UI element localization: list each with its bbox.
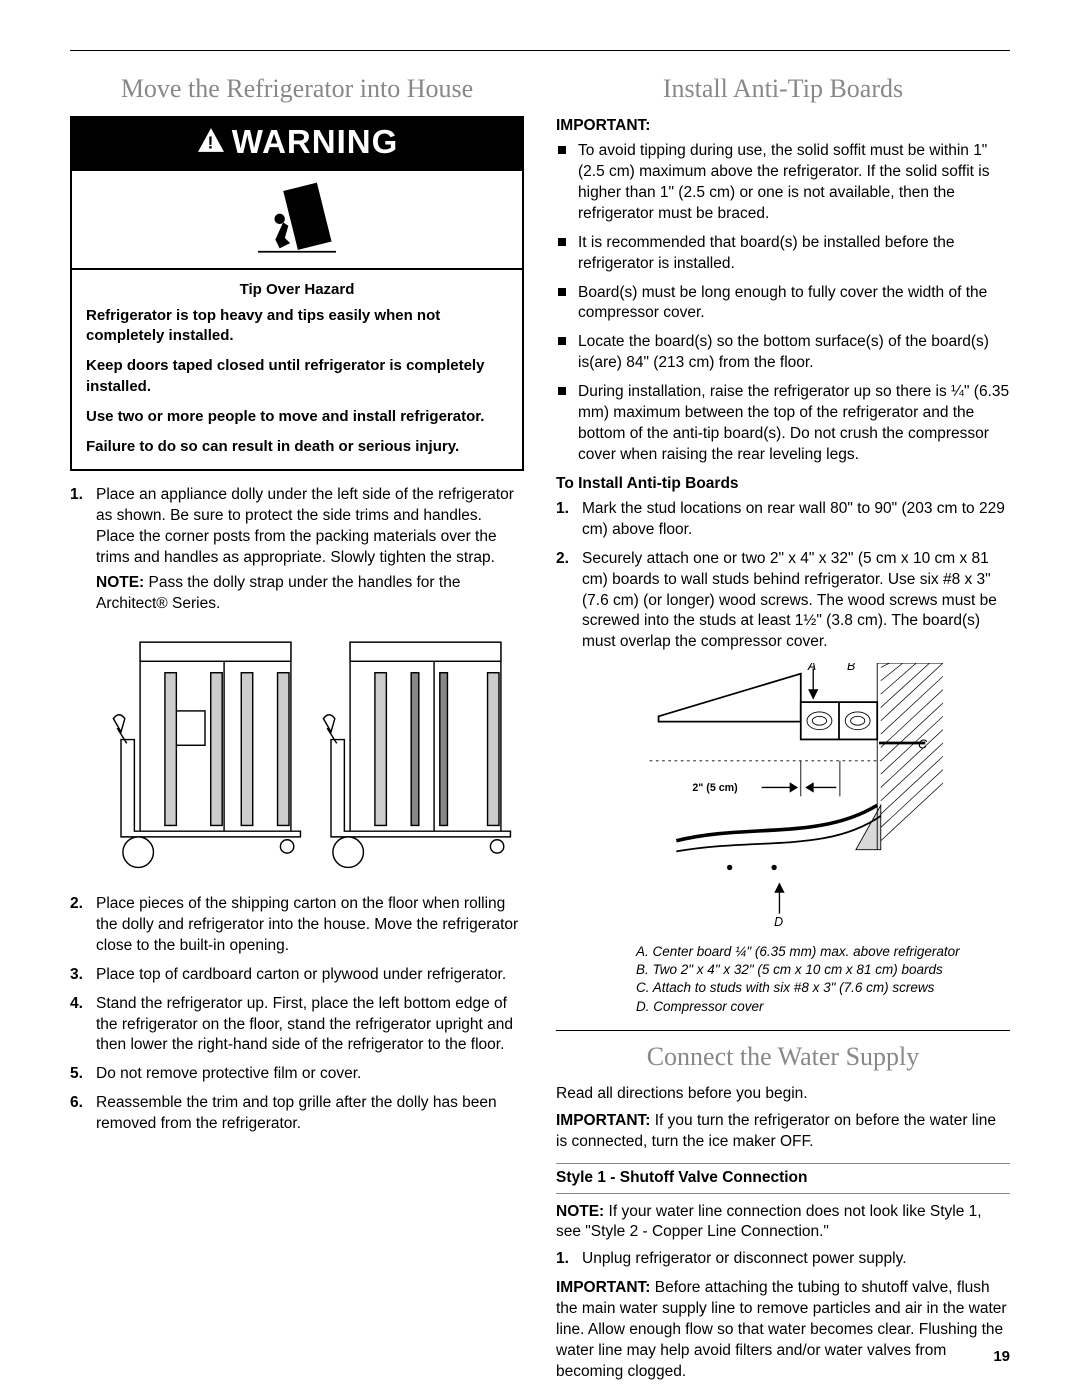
antitip-figure: A B C D 2" (5 cm): [556, 663, 1010, 937]
top-rule: [70, 50, 1010, 51]
warning-header: ! WARNING: [72, 118, 522, 171]
important-label-1: IMPORTANT:: [556, 116, 1010, 137]
bullet-2: It is recommended that board(s) be insta…: [556, 233, 1010, 275]
note-2-label: NOTE:: [556, 1203, 604, 1220]
bullet-3: Board(s) must be long enough to fully co…: [556, 283, 1010, 325]
section-title-antitip: Install Anti-Tip Boards: [556, 71, 1010, 106]
step-1-note: NOTE: Pass the dolly strap under the han…: [96, 573, 524, 615]
fig-label-d: D: [774, 915, 783, 929]
caption-a: A. Center board ¼" (6.35 mm) max. above …: [636, 943, 1010, 961]
left-column: Move the Refrigerator into House ! WARNI…: [70, 63, 524, 1389]
note-text: Pass the dolly strap under the handles f…: [96, 574, 460, 612]
subhead-install-antitip: To Install Anti-tip Boards: [556, 474, 1010, 495]
step-1: Place an appliance dolly under the left …: [70, 485, 524, 880]
warning-box: ! WARNING Tip Over Hazard Refrigerator i…: [70, 116, 524, 471]
warning-body: Tip Over Hazard Refrigerator is top heav…: [72, 268, 522, 470]
important-2: IMPORTANT: If you turn the refrigerator …: [556, 1111, 1010, 1153]
fig-label-c: C: [918, 738, 928, 752]
bullet-5: During installation, raise the refrigera…: [556, 382, 1010, 466]
warning-line-1: Refrigerator is top heavy and tips easil…: [86, 306, 508, 347]
water-steps: Unplug refrigerator or disconnect power …: [556, 1249, 1010, 1270]
warning-triangle-icon: !: [196, 127, 226, 158]
important-3-label: IMPORTANT:: [556, 1279, 650, 1296]
section-title-move: Move the Refrigerator into House: [70, 71, 524, 106]
warning-line-4: Failure to do so can result in death or …: [86, 437, 508, 457]
antitip-bullets: To avoid tipping during use, the solid s…: [556, 141, 1010, 466]
important-2-label: IMPORTANT:: [556, 1112, 650, 1129]
antitip-steps: Mark the stud locations on rear wall 80"…: [556, 499, 1010, 653]
note-2: NOTE: If your water line connection does…: [556, 1202, 1010, 1244]
note-label: NOTE:: [96, 574, 144, 591]
step-2: Place pieces of the shipping carton on t…: [70, 894, 524, 957]
figure-caption: A. Center board ¼" (6.35 mm) max. above …: [636, 943, 1010, 1016]
caption-b: B. Two 2" x 4" x 32" (5 cm x 10 cm x 81 …: [636, 961, 1010, 979]
fig-label-a: A: [807, 663, 816, 673]
two-column-layout: Move the Refrigerator into House ! WARNI…: [70, 63, 1010, 1389]
warning-header-text: WARNING: [232, 120, 399, 165]
caption-c: C. Attach to studs with six #8 x 3" (7.6…: [636, 979, 1010, 997]
bullet-4: Locate the board(s) so the bottom surfac…: [556, 332, 1010, 374]
tip-over-icon: [72, 171, 522, 268]
hazard-title: Tip Over Hazard: [86, 280, 508, 300]
svg-text:!: !: [207, 132, 214, 152]
page-number: 19: [993, 1347, 1010, 1367]
step-3: Place top of cardboard carton or plywood…: [70, 965, 524, 986]
note-2-text: If your water line connection does not l…: [556, 1203, 982, 1241]
caption-d: D. Compressor cover: [636, 998, 1010, 1016]
bullet-1: To avoid tipping during use, the solid s…: [556, 141, 1010, 225]
fig-label-b: B: [847, 663, 855, 673]
move-steps: Place an appliance dolly under the left …: [70, 485, 524, 1135]
warning-line-3: Use two or more people to move and insta…: [86, 407, 508, 427]
read-all-text: Read all directions before you begin.: [556, 1084, 1010, 1105]
section-divider: [556, 1030, 1010, 1031]
step-4: Stand the refrigerator up. First, place …: [70, 994, 524, 1057]
right-column: Install Anti-Tip Boards IMPORTANT: To av…: [556, 63, 1010, 1389]
antitip-step-2: Securely attach one or two 2" x 4" x 32"…: [556, 549, 1010, 654]
section-title-water: Connect the Water Supply: [556, 1039, 1010, 1074]
important-3: IMPORTANT: Before attaching the tubing t…: [556, 1278, 1010, 1383]
step-1-text: Place an appliance dolly under the left …: [96, 486, 514, 566]
step-5: Do not remove protective film or cover.: [70, 1064, 524, 1085]
dolly-figure: [96, 625, 524, 880]
style1-heading: Style 1 - Shutoff Valve Connection: [556, 1163, 1010, 1194]
warning-line-2: Keep doors taped closed until refrigerat…: [86, 356, 508, 397]
antitip-step-1: Mark the stud locations on rear wall 80"…: [556, 499, 1010, 541]
step-6: Reassemble the trim and top grille after…: [70, 1093, 524, 1135]
water-step-1: Unplug refrigerator or disconnect power …: [556, 1249, 1010, 1270]
fig-dim-label: 2" (5 cm): [692, 782, 738, 794]
